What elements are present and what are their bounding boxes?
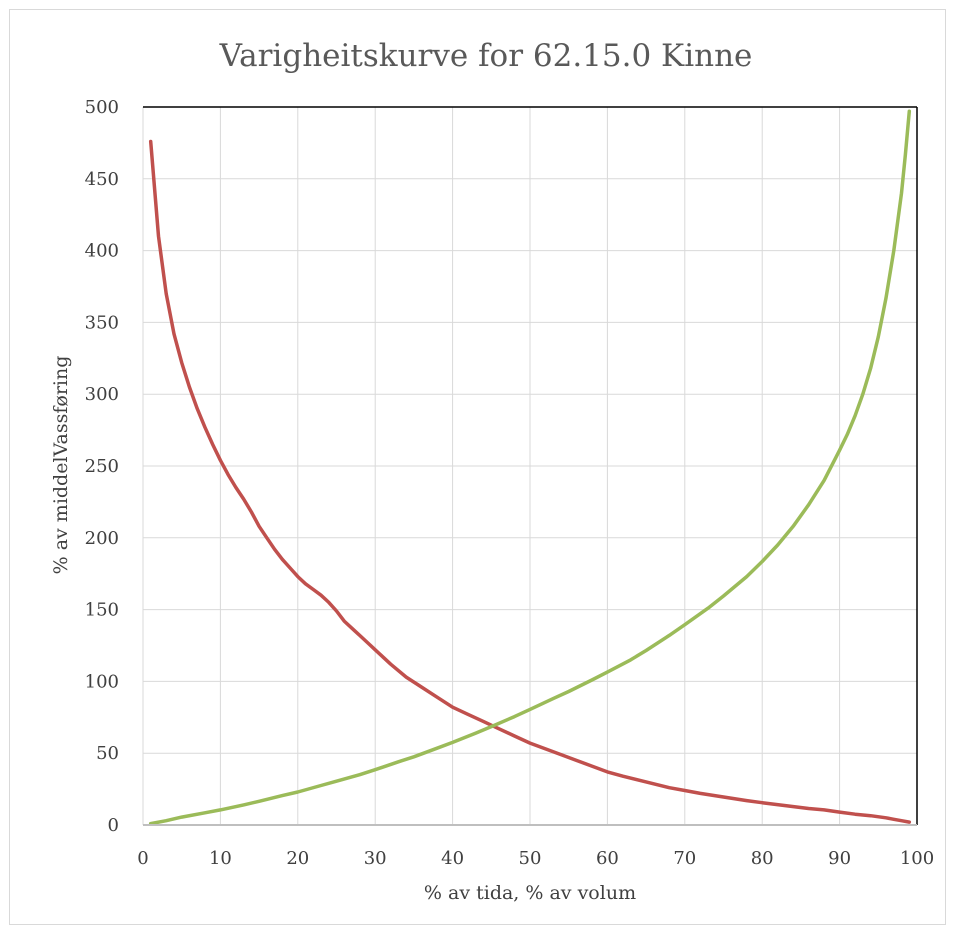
x-tick-label-9: 90 (828, 848, 851, 869)
grid-layer (142, 106, 918, 826)
x-tick-label-0: 0 (137, 848, 148, 869)
y-tick-label-5: 250 (85, 456, 119, 477)
x-tick-label-4: 40 (441, 848, 464, 869)
y-tick-label-3: 150 (85, 600, 119, 621)
series-layer (148, 109, 912, 826)
chart-title: Varigheitskurve for 62.15.0 Kinne (219, 38, 753, 74)
y-tick-label-8: 400 (85, 241, 119, 262)
x-tick-label-1: 10 (209, 848, 232, 869)
x-tick-label-6: 60 (596, 848, 619, 869)
y-tick-label-9: 450 (85, 169, 119, 190)
series-line-1 (148, 109, 912, 826)
x-tick-label-5: 50 (519, 848, 542, 869)
y-tick-label-6: 300 (85, 384, 119, 405)
x-tick-label-8: 80 (751, 848, 774, 869)
y-tick-label-0: 0 (108, 815, 119, 836)
tick-layer: 0 10 20 30 40 50 60 70 80 90 100 0 50 100 150 200 250 300… (85, 97, 935, 869)
x-tick-label-3: 30 (364, 848, 387, 869)
y-tick-label-1: 50 (96, 743, 119, 764)
y-tick-label-2: 100 (85, 671, 119, 692)
x-tick-label-7: 70 (673, 848, 696, 869)
chart-frame (9, 9, 946, 925)
series-line-0 (148, 139, 912, 824)
y-tick-label-4: 200 (85, 528, 119, 549)
x-axis-label: % av tida, % av volum (424, 882, 636, 904)
y-axis-label: % av middelVassføring (50, 356, 72, 575)
y-tick-label-7: 350 (85, 312, 119, 333)
x-tick-label-2: 20 (286, 848, 309, 869)
y-tick-label-10: 500 (85, 97, 119, 118)
x-tick-label-10: 100 (900, 848, 934, 869)
